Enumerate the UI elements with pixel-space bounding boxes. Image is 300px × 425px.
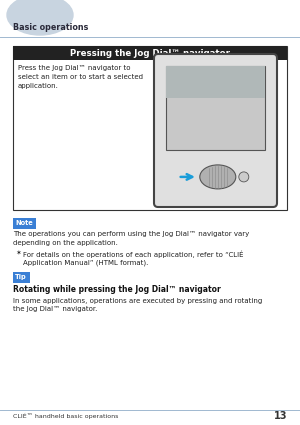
Ellipse shape <box>7 0 73 35</box>
FancyBboxPatch shape <box>166 66 265 150</box>
Text: 13: 13 <box>274 411 287 421</box>
Text: Tip: Tip <box>15 274 27 280</box>
FancyBboxPatch shape <box>13 272 29 283</box>
FancyBboxPatch shape <box>154 54 277 207</box>
Text: The operations you can perform using the Jog Dial™ navigator vary
depending on t: The operations you can perform using the… <box>13 231 249 246</box>
Circle shape <box>239 172 249 182</box>
FancyBboxPatch shape <box>13 46 287 60</box>
Text: Press the Jog Dial™ navigator to
select an item or to start a selected
applicati: Press the Jog Dial™ navigator to select … <box>18 65 143 89</box>
FancyBboxPatch shape <box>166 66 265 98</box>
Text: Pressing the Jog Dial™ navigator: Pressing the Jog Dial™ navigator <box>70 48 230 57</box>
Text: Rotating while pressing the Jog Dial™ navigator: Rotating while pressing the Jog Dial™ na… <box>13 285 221 294</box>
FancyBboxPatch shape <box>13 218 35 229</box>
FancyBboxPatch shape <box>13 46 287 210</box>
Text: In some applications, operations are executed by pressing and rotating
the Jog D: In some applications, operations are exe… <box>13 298 262 312</box>
Text: Basic operations: Basic operations <box>13 23 88 31</box>
Ellipse shape <box>200 165 236 189</box>
Text: ✶: ✶ <box>15 250 21 256</box>
Text: Note: Note <box>15 220 33 226</box>
Text: CLIÉ™ handheld basic operations: CLIÉ™ handheld basic operations <box>13 413 118 419</box>
Text: For details on the operations of each application, refer to “CLIÉ
Application Ma: For details on the operations of each ap… <box>23 250 244 266</box>
